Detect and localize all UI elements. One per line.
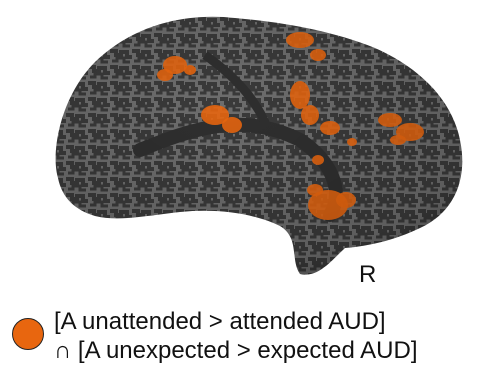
hemisphere-label: R [359, 261, 377, 288]
legend-swatch [12, 318, 44, 350]
inflated-brain-surface [55, 16, 463, 275]
legend: [A unattended > attended AUD] ∩ [A unexp… [8, 308, 495, 369]
legend-label-line2: ∩ [A unexpected > expected AUD] [54, 337, 418, 364]
legend-label-line1: [A unattended > attended AUD] [54, 308, 386, 335]
